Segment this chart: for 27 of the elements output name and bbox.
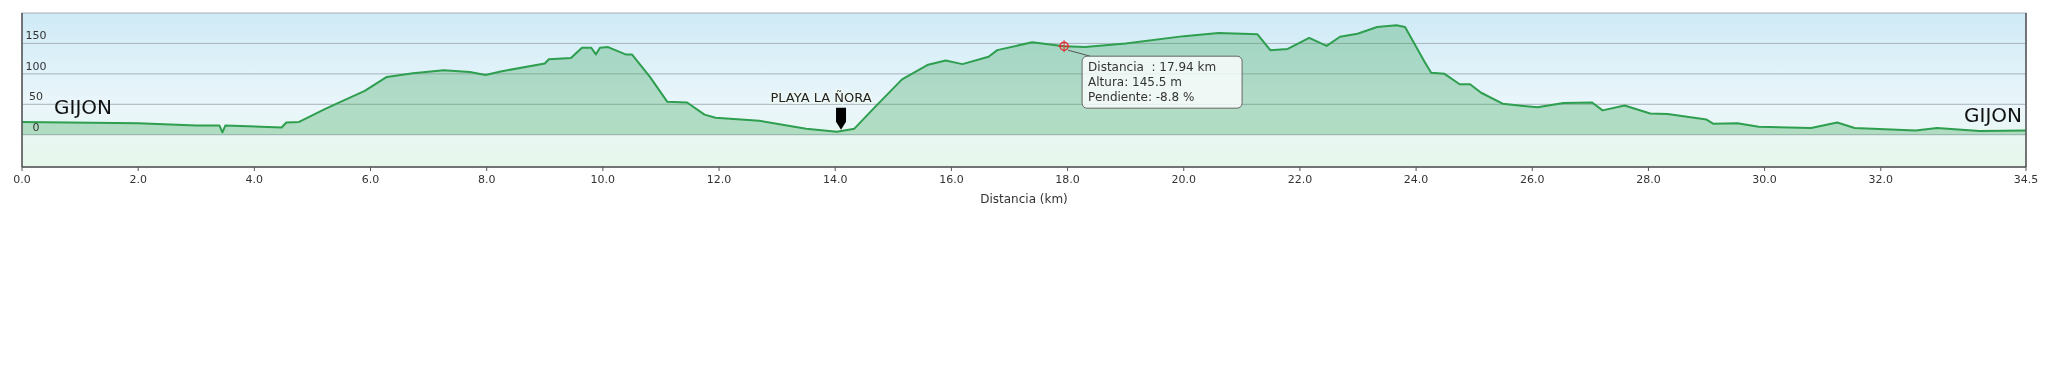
- x-axis-title: Distancia (km): [980, 192, 1068, 206]
- x-tick-label: 22.0: [1287, 173, 1313, 186]
- x-tick-label: 2.0: [129, 173, 147, 186]
- x-tick-label: 34.5: [2013, 173, 2039, 186]
- x-tick-label: 32.0: [1868, 173, 1894, 186]
- x-tick-label: 14.0: [822, 173, 848, 186]
- annotation: GIJON: [54, 94, 112, 119]
- x-tick-label: 12.0: [706, 173, 732, 186]
- y-tick-label: 50: [29, 90, 43, 104]
- y-tick-label: 150: [25, 29, 47, 43]
- x-tick-label: 4.0: [245, 173, 264, 186]
- x-tick-label: 30.0: [1752, 173, 1777, 186]
- x-tick-label: 26.0: [1520, 173, 1545, 186]
- annotation: Distancia : 17.94 km Altura: 145.5 m Pendiente: -8.8 %: [1088, 60, 1217, 105]
- x-tick-label: 8.0: [477, 173, 496, 186]
- x-tick-label: 18.0: [1055, 173, 1080, 186]
- y-tick-label: 0: [32, 120, 40, 134]
- x-tick-label: 16.0: [939, 173, 964, 186]
- x-tick-label: 28.0: [1636, 173, 1661, 186]
- annotation: PLAYA LA ÑORA: [770, 89, 872, 105]
- x-tick-label: 6.0: [361, 173, 380, 186]
- x-tick-label: 20.0: [1171, 173, 1196, 186]
- x-tick-label: 24.0: [1403, 173, 1429, 186]
- x-tick-label: 0.0: [13, 173, 31, 186]
- y-tick-label: 100: [25, 59, 47, 73]
- annotation: GIJON: [1964, 103, 2022, 128]
- x-tick-label: 10.0: [590, 173, 616, 186]
